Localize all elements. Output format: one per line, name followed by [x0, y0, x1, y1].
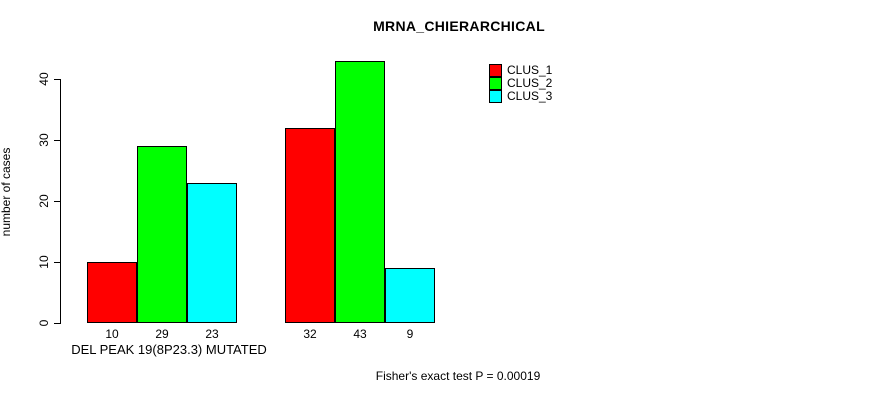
- y-tick-mark: [54, 261, 60, 263]
- legend-label: CLUS_1: [507, 63, 553, 77]
- legend-row-clus_2: CLUS_2: [489, 77, 552, 90]
- bar-clus_1-group2: [285, 127, 335, 323]
- bar-clus_1-group1: [87, 262, 137, 323]
- y-tick-mark: [54, 200, 60, 202]
- bar-value-label: 43: [353, 327, 367, 341]
- y-tick-label: 20: [37, 194, 51, 208]
- bar-value-label: 29: [155, 327, 169, 341]
- legend-swatch-icon: [489, 64, 502, 77]
- y-tick-mark: [54, 322, 60, 324]
- y-tick-mark: [54, 139, 60, 141]
- y-tick-label: 40: [37, 72, 51, 86]
- bar-clus_2-group2: [335, 60, 385, 323]
- y-tick-mark: [54, 78, 60, 80]
- legend-row-clus_3: CLUS_3: [489, 90, 552, 103]
- bar-clus_3-group1: [187, 182, 237, 323]
- y-tick-label: 10: [37, 255, 51, 269]
- y-axis-title: number of cases: [0, 147, 13, 237]
- legend: CLUS_1 CLUS_2 CLUS_3: [489, 64, 552, 103]
- legend-swatch-icon: [489, 90, 502, 103]
- legend-row-clus_1: CLUS_1: [489, 64, 552, 77]
- bar-clus_3-group2: [385, 268, 435, 323]
- bar-value-label: 10: [105, 327, 119, 341]
- category-label: DEL PEAK 19(8P23.3) MUTATED: [71, 342, 267, 357]
- legend-swatch-icon: [489, 77, 502, 90]
- bar-clus_2-group1: [137, 146, 187, 323]
- y-axis-line: [60, 79, 61, 324]
- chart-title: MRNA_CHIERARCHICAL: [373, 18, 545, 34]
- y-tick-label: 0: [37, 319, 51, 327]
- bar-value-label: 9: [406, 327, 414, 341]
- bar-value-label: 23: [205, 327, 219, 341]
- y-tick-label: 30: [37, 133, 51, 147]
- fisher-test-footnote: Fisher's exact test P = 0.00019: [375, 369, 541, 383]
- bar-value-label: 32: [303, 327, 317, 341]
- legend-label: CLUS_3: [507, 89, 553, 103]
- legend-label: CLUS_2: [507, 76, 553, 90]
